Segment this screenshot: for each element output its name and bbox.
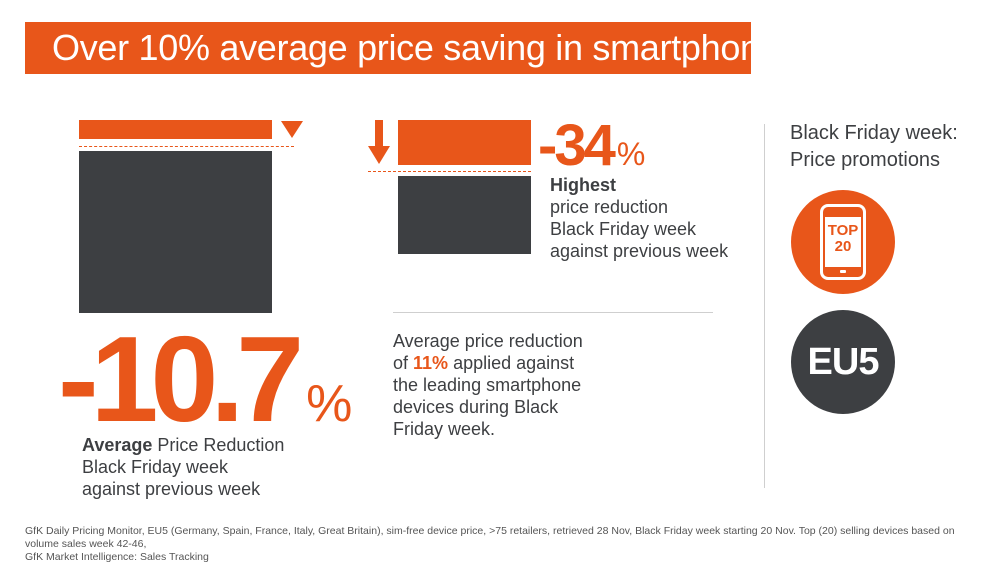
right-divider [764,124,765,488]
top20-line2: 20 [834,238,852,255]
smartphone-screen [825,217,861,267]
footnote-line2: GfK Market Intelligence: Sales Tracking [25,551,209,563]
eu5-label: EU5 [807,341,880,383]
highest-desc-line3: Black Friday week [550,219,697,239]
avg-reduction-unit: % [306,375,353,433]
page-title: Over 10% average price saving in smartph… [52,27,798,68]
avg-note-highlight: 11% [413,353,449,373]
highest-desc-bold: Highest [550,175,617,195]
avg-note-line4: devices during Black [393,397,559,417]
right-heading-line1: Black Friday week: [790,122,958,144]
smartphone-icon [820,204,866,280]
top20-line1: TOP [827,222,859,239]
avg-note-line3: the leading smartphone [393,375,582,395]
avg-note-line5: Friday week. [393,419,496,439]
highest-reduction-desc: Highest price reduction Black Friday wee… [550,174,750,262]
left-dark-bar [79,151,272,313]
highest-reduction-value: -34% [538,116,645,184]
highest-reduction-unit: % [616,136,646,172]
highest-desc-line4: against previous week [550,241,729,261]
avg-note-pre: of [393,353,414,373]
avg-note-line1: Average price reduction [393,331,583,351]
top20-label: TOP 20 [822,223,864,255]
footnote: GfK Daily Pricing Monitor, EU5 (Germany,… [25,525,975,564]
down-triangle-icon [281,121,303,138]
right-heading: Black Friday week: Price promotions [790,120,958,174]
left-orange-bar [79,120,272,139]
top20-badge: TOP 20 [791,190,895,294]
mid-dark-bar [398,176,531,254]
mid-dashed-line [368,171,531,172]
title-banner [25,22,751,74]
avg-note-post: applied against [448,353,575,373]
avg-reduction-desc: Average Price Reduction Black Friday wee… [82,434,342,500]
smartphone-button [840,270,846,273]
eu5-badge: EU5 [791,310,895,414]
avg-desc-rest: Price Reduction [152,435,285,455]
avg-desc-line3: against previous week [82,479,261,499]
left-dashed-line [79,146,294,147]
down-arrow-icon [368,120,390,164]
avg-desc-line2: Black Friday week [82,457,229,477]
highest-desc-line2: price reduction [550,197,669,217]
right-heading-line2: Price promotions [790,149,941,171]
avg-note: Average price reduction of 11% applied a… [393,330,633,440]
footnote-line1: GfK Daily Pricing Monitor, EU5 (Germany,… [25,525,955,550]
mid-orange-bar [398,120,531,165]
avg-reduction-number: -10.7 [58,311,304,447]
avg-reduction-value: -10.7% [58,318,352,465]
middle-divider [393,312,713,313]
highest-reduction-number: -34 [538,113,616,178]
avg-desc-bold: Average [82,435,153,455]
